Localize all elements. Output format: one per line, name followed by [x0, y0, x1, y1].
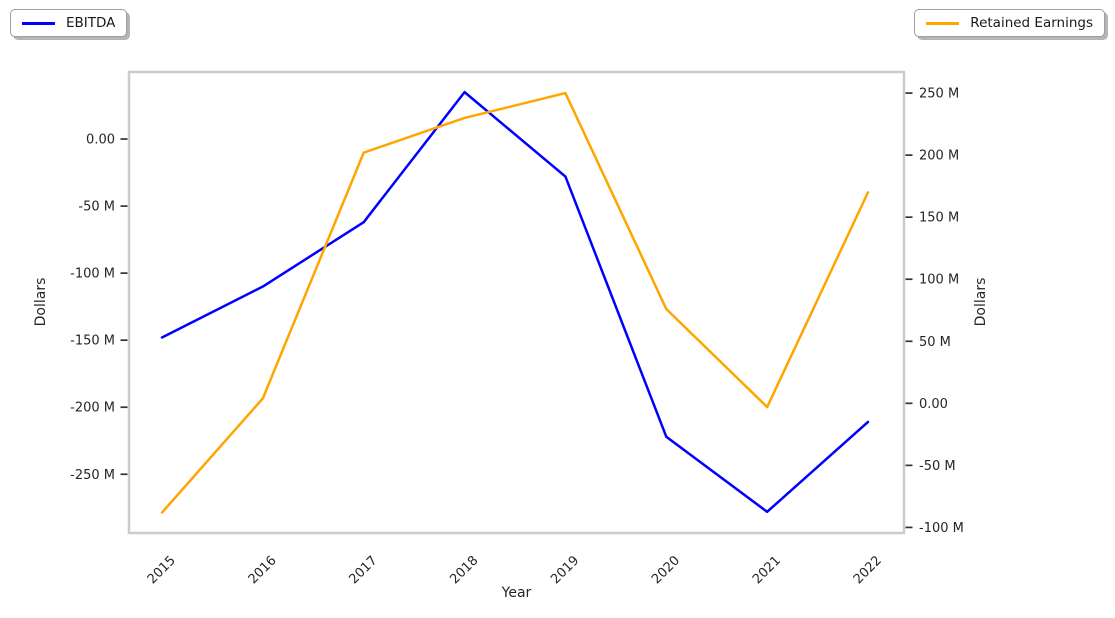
x-axis-tick-label: 2016 — [246, 553, 280, 587]
x-axis-tick-label: 2021 — [750, 553, 784, 587]
right-axis-title: Dollars — [973, 278, 989, 327]
x-axis-tick-label: 2018 — [447, 553, 481, 587]
x-axis-tick-label: 2017 — [347, 553, 381, 587]
left-axis-tick-label: 0.00 — [86, 133, 115, 148]
right-axis-tick-label: -50 M — [919, 459, 956, 474]
left-axis-tick-label: -200 M — [70, 401, 115, 416]
series-line-ebitda — [160, 90, 870, 514]
x-axis-tick-label: 2015 — [145, 553, 179, 587]
retained-earnings-line-sample — [926, 21, 960, 25]
x-axis-tick-label: 2019 — [548, 553, 582, 587]
right-axis-tick-label: 150 M — [919, 211, 959, 226]
plot-border — [127, 70, 906, 535]
left-axis-tick-label: -100 M — [70, 267, 115, 282]
x-axis-tick-label: 2020 — [649, 553, 683, 587]
legend-retained-earnings-label: Retained Earnings — [970, 15, 1093, 31]
legend-ebitda[interactable]: EBITDA — [10, 9, 128, 37]
x-axis-title: Year — [501, 585, 532, 601]
right-axis-tick-label: 250 M — [919, 87, 959, 102]
right-axis-tick-label: 0.00 — [919, 397, 948, 412]
right-axis-tick-label: 200 M — [919, 149, 959, 164]
series-line-retained-earnings — [160, 91, 870, 514]
left-axis-tick-label: -250 M — [70, 468, 115, 483]
legend-retained-earnings[interactable]: Retained Earnings — [914, 9, 1105, 37]
left-axis-tick-label: -150 M — [70, 334, 115, 349]
legend-ebitda-label: EBITDA — [66, 15, 116, 31]
left-axis-tick-label: -50 M — [78, 200, 115, 215]
x-axis-tick-label: 2022 — [851, 553, 885, 587]
right-axis-tick-label: -100 M — [919, 521, 964, 536]
right-axis-tick-label: 100 M — [919, 273, 959, 288]
right-axis-tick-label: 50 M — [919, 335, 951, 350]
left-axis-title: Dollars — [33, 278, 49, 327]
ebitda-line-sample — [22, 21, 55, 25]
